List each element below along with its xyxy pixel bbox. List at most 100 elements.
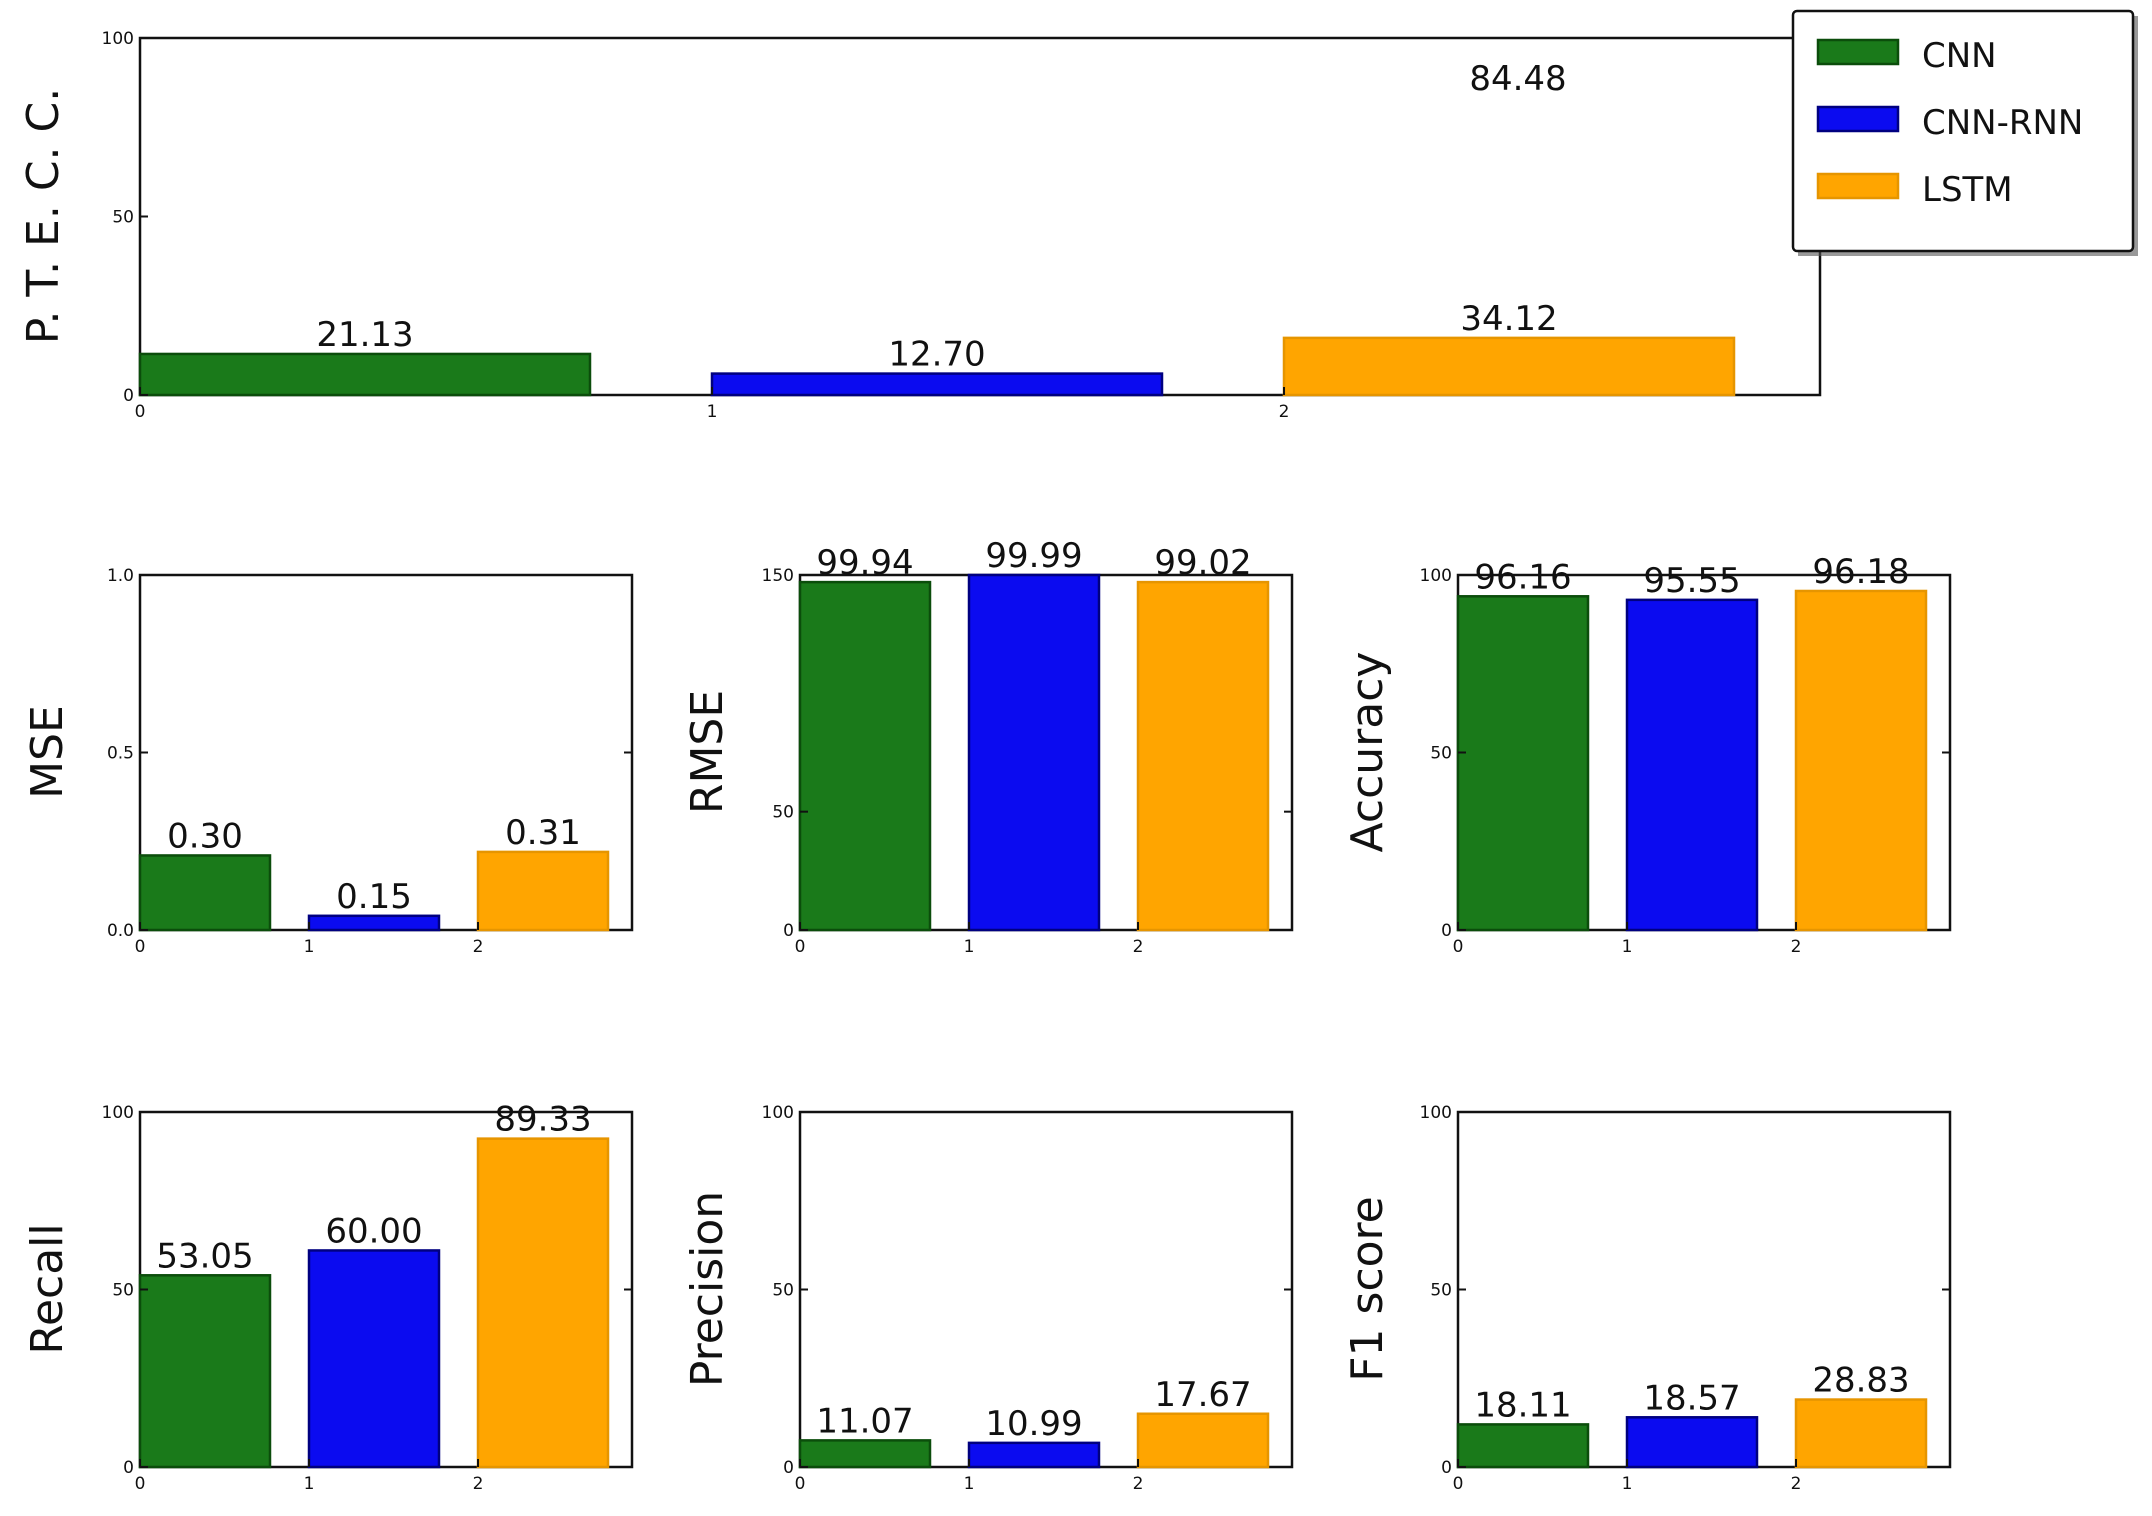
x-tick-label: 2 <box>1279 402 1290 422</box>
x-tick-label: 2 <box>1133 937 1144 957</box>
x-tick-label: 0 <box>135 937 146 957</box>
y-tick-label: 0.5 <box>107 744 134 764</box>
chart-ptecc: P. T. E. C. C. 21.13 12.70 34.12 0 50 100 0 1… <box>18 29 1822 422</box>
value-label-cnn-rnn: 12.70 <box>888 335 985 375</box>
y-axis-label: Recall <box>22 1223 73 1354</box>
value-label-cnn-rnn: 60.00 <box>325 1211 422 1251</box>
bar-lstm <box>1136 1412 1270 1469</box>
legend-label-cnn-rnn: CNN-RNN <box>1922 103 2083 143</box>
value-label-cnn-rnn: 95.55 <box>1643 561 1740 601</box>
value-label-group: 53.05 60.00 89.33 <box>156 1100 591 1277</box>
y-tick-group: 0.0 0.5 1.0 <box>107 566 632 941</box>
chart-mse: MSE 0.30 0.15 0.31 0.0 0.5 1.0 0 1 2 <box>22 566 634 957</box>
value-label-cnn: 21.13 <box>316 315 413 355</box>
bar-group <box>1456 1398 1928 1469</box>
bar-group <box>138 336 1736 397</box>
y-tick-label: 0 <box>1441 1458 1452 1478</box>
y-tick-label: 0 <box>123 1458 134 1478</box>
y-axis-label: P. T. E. C. C. <box>18 88 69 344</box>
value-label-lstm: 34.12 <box>1460 299 1557 339</box>
y-tick-label: 0 <box>783 921 794 941</box>
legend-label-lstm: LSTM <box>1922 170 2013 210</box>
y-tick-label: 0 <box>123 386 134 406</box>
value-label-group: 99.94 99.99 99.02 <box>816 536 1251 583</box>
bar-lstm <box>1794 1398 1928 1469</box>
y-tick-label: 100 <box>1420 1103 1452 1123</box>
y-tick-label: 50 <box>112 1281 134 1301</box>
chart-f1-score: F1 score 18.11 18.57 28.83 0 50 100 0 1 2 <box>1342 1103 1952 1494</box>
x-tick-group: 0 1 2 <box>135 1459 483 1494</box>
bar-lstm <box>1794 589 1928 932</box>
chart-accuracy: Accuracy 96.16 95.55 96.18 0 50 100 0 1 2 <box>1342 552 1952 957</box>
chart-recall: Recall 53.05 60.00 89.33 0 50 100 0 1 2 <box>22 1100 634 1494</box>
x-tick-group: 0 1 2 <box>135 387 1290 422</box>
y-tick-label: 100 <box>102 29 134 49</box>
value-label-cnn: 53.05 <box>156 1236 253 1276</box>
y-tick-group: 0 50 100 <box>1420 1103 1950 1478</box>
y-tick-group: 0 50 100 <box>762 1103 1292 1478</box>
x-tick-label: 1 <box>964 937 975 957</box>
y-tick-label: 100 <box>102 1103 134 1123</box>
y-tick-label: 100 <box>1420 566 1452 586</box>
value-label-cnn-rnn: 0.15 <box>336 877 412 917</box>
y-tick-label: 100 <box>762 1103 794 1123</box>
y-axis-label: RMSE <box>682 690 733 814</box>
annotation-label: 84.48 <box>1469 59 1566 99</box>
legend-swatch-cnn-rnn <box>1816 105 1900 133</box>
y-tick-group: 0 50 100 <box>102 1103 632 1478</box>
x-tick-group: 0 1 2 <box>1453 1459 1802 1494</box>
bar-cnn-rnn <box>307 1249 441 1469</box>
x-tick-label: 1 <box>707 402 718 422</box>
value-label-group: 21.13 12.70 34.12 <box>316 299 1557 375</box>
bar-cnn <box>138 854 272 932</box>
x-tick-label: 2 <box>1791 1474 1802 1494</box>
x-tick-label: 1 <box>1622 937 1633 957</box>
chart-rmse: RMSE 99.94 99.99 99.02 0 50 150 0 1 2 <box>682 536 1294 957</box>
bar-cnn-rnn <box>1625 598 1759 932</box>
y-axis-label: MSE <box>22 705 73 799</box>
value-label-cnn-rnn: 99.99 <box>985 536 1082 576</box>
x-tick-label: 2 <box>473 937 484 957</box>
bar-cnn <box>138 352 592 397</box>
value-label-lstm: 0.31 <box>505 813 581 853</box>
y-tick-label: 50 <box>1430 1281 1452 1301</box>
value-label-cnn: 0.30 <box>167 816 243 856</box>
bar-cnn-rnn <box>710 372 1164 397</box>
x-tick-label: 2 <box>1791 937 1802 957</box>
bar-cnn <box>1456 1423 1590 1469</box>
x-tick-label: 0 <box>795 1474 806 1494</box>
bar-group <box>138 850 610 932</box>
x-tick-label: 1 <box>964 1474 975 1494</box>
y-tick-label: 150 <box>762 566 794 586</box>
value-label-group: 96.16 95.55 96.18 <box>1474 552 1909 601</box>
x-tick-label: 1 <box>304 937 315 957</box>
bar-cnn-rnn <box>1625 1416 1759 1469</box>
bar-lstm <box>1136 580 1270 932</box>
y-tick-label: 0.0 <box>107 921 134 941</box>
y-tick-group: 0 50 150 <box>762 566 1292 941</box>
y-tick-label: 50 <box>772 803 794 823</box>
value-label-cnn-rnn: 10.99 <box>985 1404 1082 1444</box>
value-label-cnn: 11.07 <box>816 1401 913 1441</box>
bar-cnn <box>138 1274 272 1469</box>
x-tick-label: 2 <box>1133 1474 1144 1494</box>
bar-cnn-rnn <box>307 914 441 932</box>
x-tick-label: 1 <box>1622 1474 1633 1494</box>
bar-cnn-rnn <box>967 573 1101 932</box>
x-tick-group: 0 1 2 <box>795 1459 1144 1494</box>
y-axis-label: Precision <box>682 1191 733 1387</box>
x-tick-label: 0 <box>795 937 806 957</box>
bar-group <box>798 1412 1270 1469</box>
value-label-lstm: 99.02 <box>1154 543 1251 583</box>
y-tick-label: 0 <box>783 1458 794 1478</box>
legend-swatch-lstm <box>1816 172 1900 200</box>
x-tick-group: 0 1 2 <box>1453 922 1802 957</box>
bar-group <box>798 573 1270 932</box>
value-label-lstm: 17.67 <box>1154 1375 1251 1415</box>
bar-cnn <box>798 1439 932 1469</box>
bar-cnn <box>1456 595 1590 932</box>
y-tick-group: 0 50 100 <box>102 29 1820 406</box>
bar-group <box>1456 589 1928 932</box>
value-label-group: 11.07 10.99 17.67 <box>816 1375 1251 1444</box>
y-tick-label: 50 <box>772 1281 794 1301</box>
